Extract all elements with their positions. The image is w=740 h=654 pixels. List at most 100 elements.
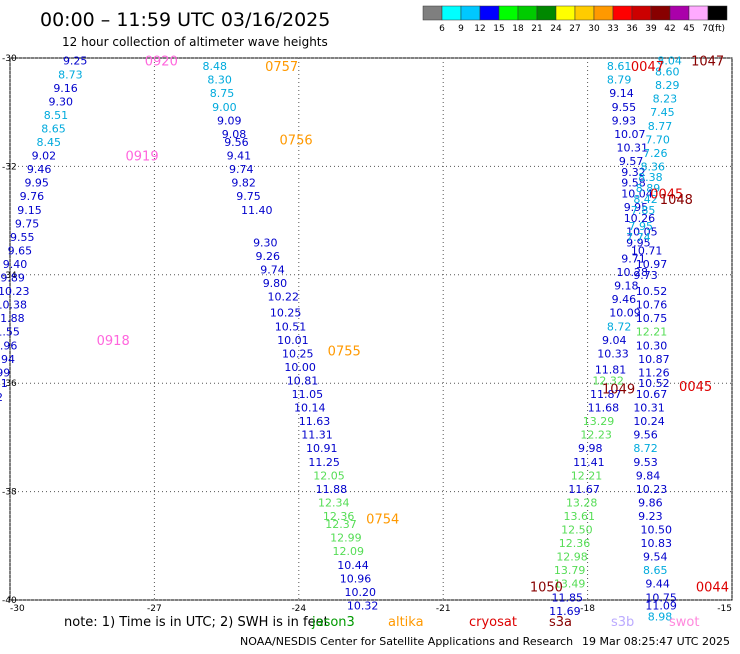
- wave-height-value: 9.75: [15, 217, 39, 230]
- wave-height-value: 11.88: [0, 312, 25, 325]
- wave-height-value: 8.72: [607, 320, 632, 333]
- wave-height-value: 13.29: [583, 415, 615, 428]
- wave-height-value: 9.09: [217, 114, 242, 127]
- wave-height-value: 9.95: [624, 201, 649, 214]
- legend-tick-label: 39: [645, 24, 657, 34]
- lon-tick-label: -30: [10, 604, 25, 614]
- wave-height-value: 9.15: [17, 204, 42, 217]
- wave-height-value: 11.09: [645, 599, 677, 612]
- wave-height-value: 10.38: [0, 299, 27, 312]
- wave-height-value: 13.61: [564, 510, 596, 523]
- wave-height-value: 9.71: [621, 253, 646, 266]
- wave-height-value: 9.46: [612, 293, 637, 306]
- wave-height-value: 8.23: [653, 93, 678, 106]
- footer-credit: NOAA/NESDIS Center for Satellite Applica…: [240, 635, 573, 648]
- wave-height-value: 11.41: [573, 456, 605, 469]
- wave-height-value: 10.81: [287, 374, 319, 387]
- lat-tick-label: -30: [2, 54, 17, 64]
- wave-height-value: 8.61: [607, 60, 632, 73]
- legend-swatch: [555, 5, 576, 21]
- legend-swatch: [574, 5, 595, 21]
- wave-height-value: 9.65: [8, 244, 33, 257]
- wave-height-value: 10.75: [645, 591, 677, 604]
- wave-height-value: 10.20: [345, 586, 377, 599]
- wave-height-value: 9.75: [236, 190, 261, 203]
- wave-height-value: 9.74: [260, 263, 285, 276]
- wave-height-value: 13.49: [554, 578, 586, 591]
- wave-height-value: 9.84: [636, 469, 661, 482]
- wave-height-value: 11.55: [0, 326, 20, 339]
- wave-height-value: 8.60: [655, 66, 680, 79]
- legend-swatch: [669, 5, 690, 21]
- wave-height-value: 10.91: [306, 442, 338, 455]
- wave-height-value: 8.48: [203, 60, 228, 73]
- legend-swatch: [593, 5, 614, 21]
- wave-height-value: 10.00: [284, 361, 316, 374]
- wave-height-value: 9.25: [63, 55, 88, 68]
- wave-height-value: 10.44: [337, 559, 369, 572]
- wave-height-value: 9.18: [614, 280, 639, 293]
- wave-height-value: 10.51: [275, 320, 307, 333]
- wave-height-value: 10.75: [636, 312, 668, 325]
- wave-height-value: 12.05: [313, 469, 345, 482]
- wave-height-value: 9.32: [621, 166, 646, 179]
- wave-height-value: 9.26: [255, 250, 279, 263]
- wave-height-value: 9.14: [609, 87, 634, 100]
- lat-lon-grid: [9, 57, 733, 601]
- wave-height-value: 11.67: [568, 483, 600, 496]
- wave-height-value: 10.76: [636, 299, 668, 312]
- map-title: 00:00 – 11:59 UTC 03/16/2025: [40, 9, 330, 31]
- wave-height-value: 8.45: [36, 136, 61, 149]
- lon-tick-label: -27: [147, 604, 162, 614]
- wave-height-value: 9.57: [619, 155, 644, 168]
- wave-height-value: 9.86: [638, 496, 663, 509]
- pass-time-label: 0754: [366, 513, 399, 528]
- wave-height-value: 10.25: [282, 347, 314, 360]
- wave-height-value: 10.96: [0, 339, 17, 352]
- track-1047: 8.618.799.149.559.9310.0710.319.579.329.…: [549, 60, 658, 618]
- wave-height-value: 10.97: [636, 258, 668, 271]
- lat-tick-label: -36: [2, 379, 17, 389]
- wave-height-value: 9.55: [612, 101, 637, 114]
- wave-height-value: 12.50: [561, 524, 593, 537]
- wave-height-value: 9.46: [27, 163, 51, 176]
- wave-height-value: 8.75: [210, 87, 235, 100]
- legend-swatch: [536, 5, 557, 21]
- legend-tick-label: 70: [702, 24, 714, 34]
- wave-height-value: 10.87: [638, 353, 670, 366]
- wave-height-value: 9.56: [633, 429, 658, 442]
- legend-tick-label: 12: [474, 24, 485, 34]
- wave-height-value: 12.23: [580, 429, 612, 442]
- wave-height-value: 7.95: [629, 220, 654, 233]
- wave-height-value: 10.99: [0, 366, 10, 379]
- track-0044: 8.048.608.298.237.458.777.707.268.368.38…: [626, 55, 682, 624]
- wave-height-value: 11.63: [299, 415, 331, 428]
- legend-tick-label: 42: [664, 24, 675, 34]
- wave-height-value: 12.99: [330, 532, 362, 545]
- satellite-legend-altika: altika: [388, 615, 424, 630]
- wave-height-value: 9.55: [10, 231, 35, 244]
- wave-height-value: 10.71: [631, 244, 663, 257]
- wave-height-value: 8.89: [636, 182, 661, 195]
- wave-height-value: 9.00: [212, 101, 237, 114]
- pass-time-labels: 0920 0919 0918 0757 0756 0755 0754 0047 1047 0045…: [97, 55, 729, 596]
- wave-height-value: 12.37: [325, 518, 357, 531]
- lat-tick-label: -38: [2, 488, 17, 498]
- wave-height-value: 9.82: [231, 177, 256, 190]
- wave-height-value: 11.87: [590, 388, 622, 401]
- legend-tick-label: 9: [458, 24, 464, 34]
- legend-tick-label: 18: [512, 24, 524, 34]
- wave-height-value: 10.25: [270, 307, 302, 320]
- wave-height-value: 9.08: [222, 128, 247, 141]
- legend-swatch: [460, 5, 481, 21]
- wave-height-value: 10.24: [633, 415, 665, 428]
- lat-tick-label: -40: [2, 596, 17, 606]
- satellite-tracks: 9.258.739.169.308.518.658.459.029.469.95…: [0, 55, 682, 624]
- legend-tick-label: 27: [569, 24, 580, 34]
- wave-height-value: 10.30: [636, 339, 668, 352]
- wave-height-value: 12.98: [556, 551, 588, 564]
- pass-time-label: 0047: [631, 60, 664, 75]
- wave-height-value: 10.50: [641, 524, 673, 537]
- legend-swatch: [517, 5, 538, 21]
